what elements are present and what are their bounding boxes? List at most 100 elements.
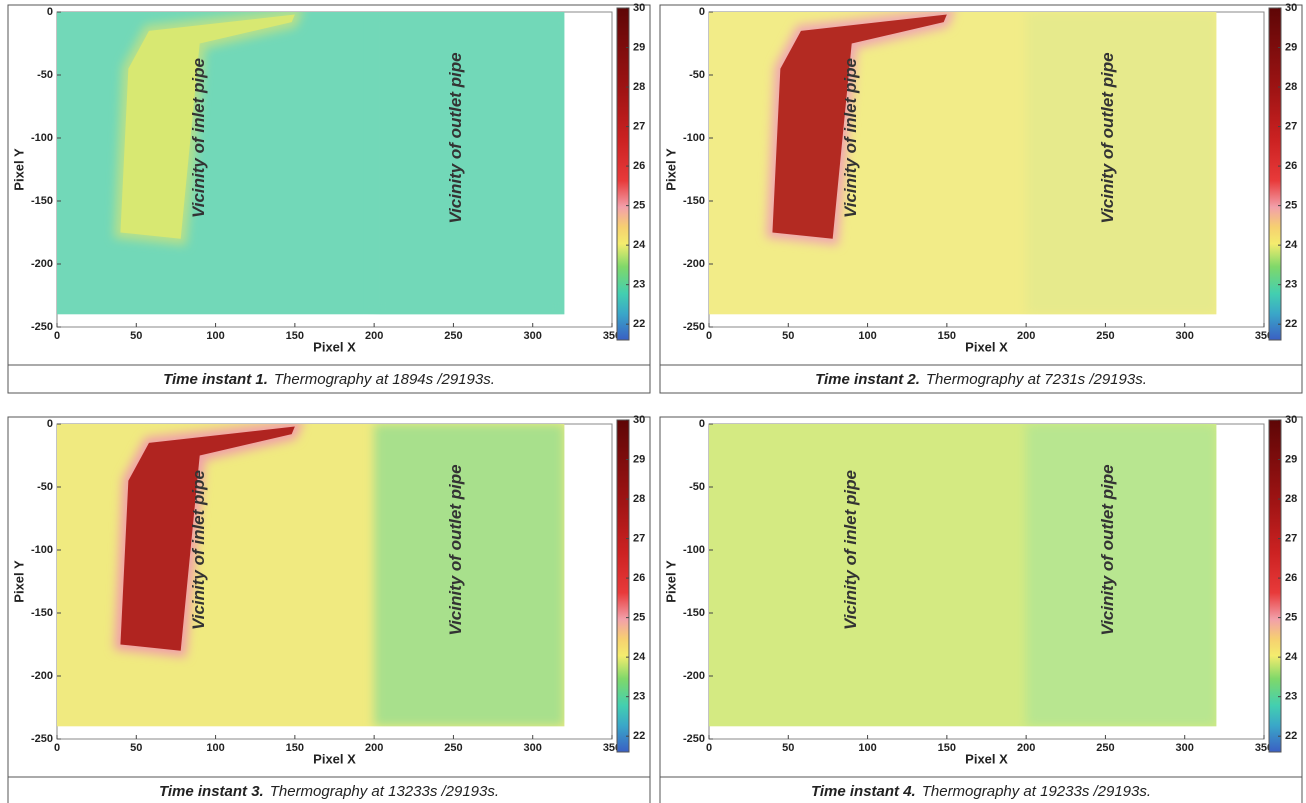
colorbar-tick-label: 28: [633, 81, 645, 93]
colorbar-tick-label: 24: [1285, 651, 1298, 663]
colorbar-tick-label: 29: [1285, 41, 1297, 53]
y-tick-label: -150: [31, 607, 53, 619]
colorbar-tick-label: 25: [1285, 200, 1297, 212]
caption-text: Thermography at 1894s /29193s.: [274, 371, 495, 388]
y-tick-label: -150: [31, 195, 53, 207]
colorbar-tick-label: 30: [633, 414, 645, 426]
colorbar-tick-label: 23: [633, 279, 645, 291]
y-tick-label: -250: [31, 321, 53, 333]
y-tick-label: -100: [31, 544, 53, 556]
x-tick-label: 150: [286, 742, 304, 754]
caption-title: Time instant 3.: [159, 783, 264, 800]
panel: 0 50 100 150 200 250 300 3500-50-100-150-200-25…: [7, 2, 651, 394]
colorbar-tick-label: 28: [1285, 81, 1297, 93]
y-tick-label: -250: [683, 733, 705, 745]
y-tick-label: -200: [31, 258, 53, 270]
caption-text: Thermography at 19233s /29193s.: [922, 783, 1151, 800]
annotation: Vicinity of inlet pipe: [841, 470, 860, 630]
colorbar-tick-label: 28: [633, 493, 645, 505]
x-axis-label: Pixel X: [313, 751, 356, 766]
x-tick-label: 300: [1176, 742, 1194, 754]
caption-title: Time instant 4.: [811, 783, 916, 800]
x-tick-label: 150: [938, 742, 956, 754]
colorbar-tick-label: 29: [633, 41, 645, 53]
x-tick-label: 300: [1176, 330, 1194, 342]
x-tick-label: 300: [524, 742, 542, 754]
y-tick-label: -200: [683, 670, 705, 682]
panel: 0 50 100 150 200 250 300 3500-50-100-150-200-25…: [659, 2, 1303, 394]
colorbar-tick-label: 25: [633, 612, 645, 624]
colorbar-tick-label: 25: [1285, 612, 1297, 624]
colorbar-tick-label: 29: [633, 453, 645, 465]
image-right: [374, 424, 565, 727]
y-tick-label: -250: [683, 321, 705, 333]
annotation: Vicinity of inlet pipe: [189, 58, 208, 218]
annotation: Vicinity of outlet pipe: [1098, 464, 1117, 635]
x-tick-label: 150: [938, 330, 956, 342]
thermal-image: [709, 12, 1217, 315]
colorbar-tick-label: 22: [1285, 730, 1297, 742]
caption: Time instant 4. Thermography at 19233s /2…: [811, 783, 1151, 800]
x-axis-label: Pixel X: [313, 339, 356, 354]
panel-frame: [659, 416, 1303, 803]
image-right: [1026, 424, 1217, 727]
caption: Time instant 3. Thermography at 13233s /2…: [159, 783, 499, 800]
image-right: [1026, 12, 1217, 315]
y-tick-label: -100: [31, 132, 53, 144]
colorbar-tick-label: 29: [1285, 453, 1297, 465]
panel: 0 50 100 150 200 250 300 3500-50-100-150-200-25…: [7, 414, 651, 803]
x-tick-label: 200: [365, 742, 383, 754]
x-tick-label: 200: [365, 330, 383, 342]
caption: Time instant 2. Thermography at 7231s /29…: [815, 371, 1147, 388]
colorbar-tick-label: 30: [1285, 2, 1297, 14]
panel-frame: [659, 4, 1303, 394]
y-tick-label: 0: [47, 6, 53, 18]
annotation: Vicinity of inlet pipe: [841, 58, 860, 218]
thermal-image: [709, 424, 1217, 727]
panel-frame: [7, 4, 651, 394]
y-axis-label: Pixel Y: [11, 148, 26, 191]
caption: Time instant 1. Thermography at 1894s /29…: [163, 371, 495, 388]
x-tick-label: 50: [782, 742, 794, 754]
colorbar-tick-label: 22: [633, 318, 645, 330]
colorbar-tick-label: 30: [1285, 414, 1297, 426]
inlet-plume: [120, 426, 295, 651]
x-tick-label: 0: [54, 330, 60, 342]
thermal-image: [57, 12, 565, 315]
colorbar-tick-label: 26: [633, 572, 645, 584]
y-tick-label: 0: [699, 6, 705, 18]
caption-title: Time instant 2.: [815, 371, 920, 388]
colorbar: [616, 419, 630, 753]
y-tick-label: -150: [683, 607, 705, 619]
x-tick-label: 200: [1017, 742, 1035, 754]
colorbar-tick-label: 23: [633, 691, 645, 703]
y-tick-label: -100: [683, 544, 705, 556]
annotation: Vicinity of inlet pipe: [189, 470, 208, 630]
y-tick-label: -250: [31, 733, 53, 745]
thermal-image: [57, 424, 565, 727]
x-tick-label: 0: [706, 330, 712, 342]
x-tick-label: 250: [444, 330, 462, 342]
y-tick-label: -50: [689, 481, 705, 493]
x-tick-label: 250: [1096, 742, 1114, 754]
annotation: Vicinity of outlet pipe: [1098, 52, 1117, 223]
y-tick-label: -50: [37, 481, 53, 493]
colorbar-tick-label: 25: [633, 200, 645, 212]
colorbar: [616, 7, 630, 341]
colorbar-tick-label: 28: [1285, 493, 1297, 505]
y-tick-label: -100: [683, 132, 705, 144]
x-tick-label: 200: [1017, 330, 1035, 342]
x-tick-label: 100: [206, 742, 224, 754]
x-axis-label: Pixel X: [965, 751, 1008, 766]
caption-text: Thermography at 7231s /29193s.: [926, 371, 1147, 388]
y-tick-label: -150: [683, 195, 705, 207]
y-axis-label: Pixel Y: [663, 148, 678, 191]
inlet-plume: [772, 14, 947, 239]
annotation: Vicinity of outlet pipe: [446, 464, 465, 635]
x-tick-label: 150: [286, 330, 304, 342]
x-tick-label: 0: [54, 742, 60, 754]
x-tick-label: 100: [206, 330, 224, 342]
x-tick-label: 50: [130, 330, 142, 342]
colorbar-tick-label: 22: [633, 730, 645, 742]
